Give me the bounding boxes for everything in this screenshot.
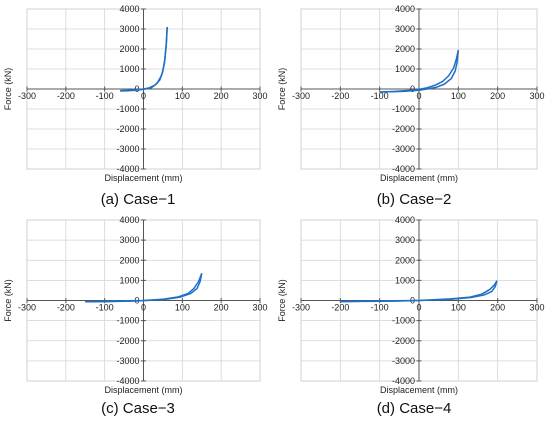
y-tick-label: -1000: [116, 104, 139, 114]
y-tick-label: 3000: [395, 235, 415, 245]
x-tick-label: 0: [416, 303, 421, 313]
x-tick-label: 100: [175, 303, 190, 313]
y-tick-label: -1000: [392, 316, 415, 326]
y-tick-label: 3000: [119, 235, 139, 245]
y-tick-label: 1000: [395, 275, 415, 285]
x-tick-label: 200: [490, 91, 505, 101]
panel-caption: (a) Case−1: [101, 191, 176, 208]
x-tick-label: -200: [331, 91, 349, 101]
x-tick-label: 100: [451, 91, 466, 101]
x-tick-label: -200: [57, 91, 75, 101]
y-tick-label: -2000: [392, 124, 415, 134]
x-tick-label: -100: [371, 91, 389, 101]
y-tick-label: 2000: [119, 44, 139, 54]
y-axis-title: Force (kN): [277, 68, 287, 111]
y-axis-title: Force (kN): [277, 279, 287, 322]
chart-panel: -300 -200 -100 0 100 200 300 4000 3000 2000 1000 0 -…: [3, 4, 268, 208]
y-tick-label: 0: [410, 84, 415, 94]
y-tick-label: 2000: [395, 44, 415, 54]
panel-caption: (d) Case−4: [377, 400, 452, 417]
y-axis-title: Force (kN): [3, 68, 13, 111]
x-tick-label: 100: [175, 91, 190, 101]
y-axis-title: Force (kN): [3, 279, 13, 322]
y-tick-label: 1000: [395, 64, 415, 74]
y-tick-label: -3000: [116, 356, 139, 366]
y-tick-label: -3000: [392, 356, 415, 366]
x-tick-label: -300: [18, 91, 36, 101]
y-tick-label: -4000: [392, 164, 415, 174]
y-tick-label: -3000: [116, 144, 139, 154]
series-unloading-curve: [120, 26, 168, 92]
series-unloading-curve: [85, 273, 203, 303]
x-tick-label: 200: [214, 303, 229, 313]
x-tick-label: -100: [371, 303, 389, 313]
chart-panel: -300 -200 -100 0 100 200 300 4000 3000 2000 1000 0 -…: [3, 215, 268, 417]
y-tick-label: -2000: [392, 336, 415, 346]
x-tick-label: 0: [141, 303, 146, 313]
x-tick-label: 300: [252, 303, 267, 313]
x-tick-label: 300: [252, 91, 267, 101]
y-tick-label: 2000: [395, 255, 415, 265]
x-tick-label: 100: [451, 303, 466, 313]
chart-panel: -300 -200 -100 0 100 200 30040003000200010000-…: [277, 4, 545, 208]
x-tick-label: -300: [292, 303, 310, 313]
x-tick-label: -300: [18, 303, 36, 313]
x-axis-title: Displacement (mm): [104, 173, 182, 183]
x-tick-label: 200: [214, 91, 229, 101]
x-tick-label: 0: [416, 91, 421, 101]
y-tick-label: -3000: [392, 144, 415, 154]
x-axis-title: Displacement (mm): [104, 385, 182, 395]
panel-caption: (b) Case−2: [377, 191, 452, 208]
x-tick-label: 200: [490, 303, 505, 313]
y-tick-label: 4000: [119, 215, 139, 225]
x-tick-label: -300: [292, 91, 310, 101]
y-tick-label: -2000: [116, 124, 139, 134]
panel-caption: (c) Case−3: [101, 400, 175, 417]
y-tick-label: -1000: [116, 316, 139, 326]
x-tick-label: 300: [529, 303, 544, 313]
x-tick-label: -100: [96, 303, 114, 313]
y-tick-label: -2000: [116, 336, 139, 346]
y-tick-label: 2000: [119, 255, 139, 265]
x-tick-label: -200: [57, 303, 75, 313]
x-tick-label: 300: [529, 91, 544, 101]
y-tick-label: -1000: [392, 104, 415, 114]
y-tick-label: 3000: [119, 24, 139, 34]
y-tick-label: 1000: [119, 275, 139, 285]
x-tick-label: -200: [331, 303, 349, 313]
x-tick-label: -100: [96, 91, 114, 101]
series-unloading-curve: [379, 49, 460, 93]
series-unloading-curve: [340, 280, 498, 303]
y-tick-label: 3000: [395, 24, 415, 34]
x-axis-title: Displacement (mm): [380, 173, 458, 183]
y-tick-label: 4000: [395, 4, 415, 14]
y-tick-label: -4000: [116, 376, 139, 386]
chart-panel: -300 -200 -100 0 100 200 300 4000 3000 2000 1000 0 -…: [277, 215, 545, 417]
y-tick-label: 4000: [119, 4, 139, 14]
y-tick-label: 4000: [395, 215, 415, 225]
x-axis-title: Displacement (mm): [380, 385, 458, 395]
y-tick-label: -4000: [116, 164, 139, 174]
y-tick-label: -4000: [392, 376, 415, 386]
x-tick-label: 0: [141, 91, 146, 101]
y-tick-label: 1000: [119, 64, 139, 74]
